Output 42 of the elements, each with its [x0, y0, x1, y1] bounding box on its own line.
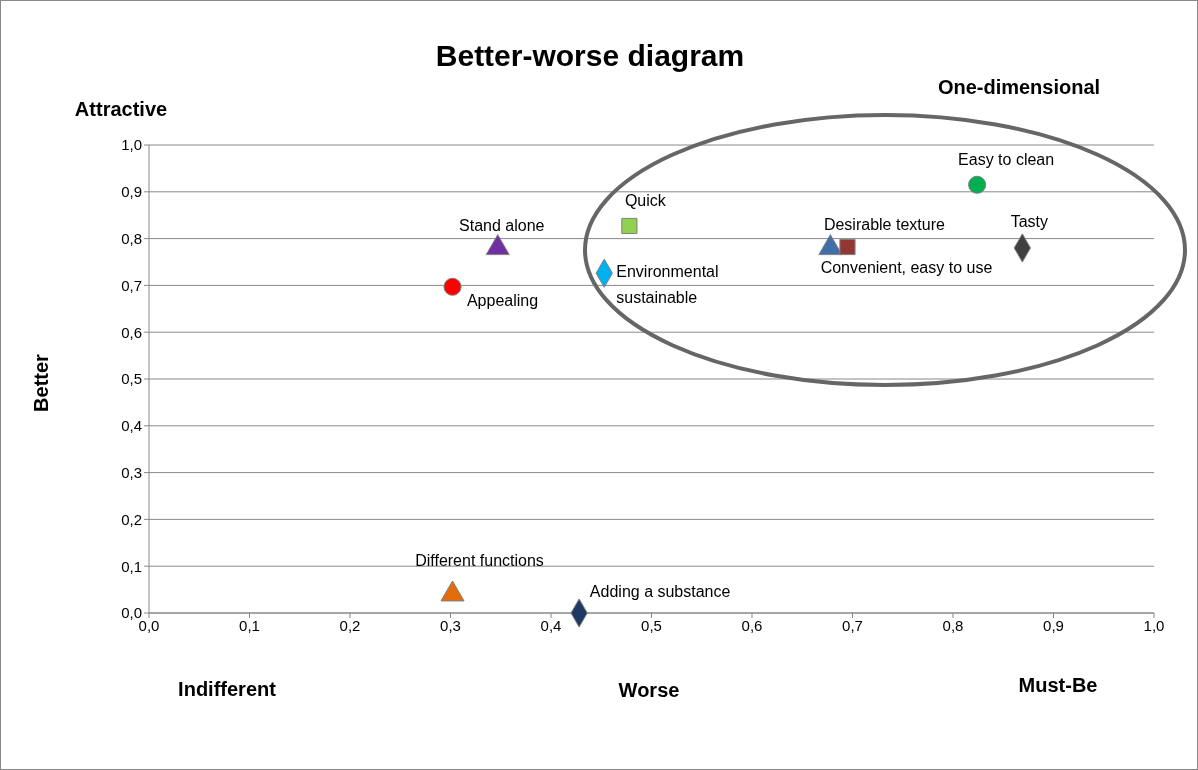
- series-label: Convenient, easy to use: [820, 259, 993, 277]
- x-tick-label: 0,2: [339, 616, 361, 634]
- y-tick-label: 0,1: [121, 557, 142, 575]
- point: [621, 217, 638, 235]
- series-label: Tasty: [1010, 213, 1049, 231]
- y-tick-label: 0,8: [121, 229, 142, 247]
- text: Different functions: [415, 552, 544, 570]
- point: [968, 175, 987, 194]
- y-tick-label: 0,4: [121, 417, 142, 435]
- x-tick-label: 0,6: [741, 616, 763, 634]
- x-axis-title: Worse: [618, 678, 680, 702]
- x-tick-label: 0,7: [842, 616, 863, 634]
- point: [839, 238, 856, 256]
- x-tick-label: 1,0: [1143, 616, 1165, 634]
- y-tick-label: 0,6: [121, 323, 142, 341]
- text: One-dimensional: [937, 75, 1101, 99]
- x-tick-label: 0,3: [440, 616, 461, 634]
- y-tick-label: 0,9: [121, 183, 142, 201]
- text: Must-Be: [1018, 673, 1098, 697]
- series-label: Quick: [624, 192, 667, 210]
- series-label: Adding a substance: [589, 583, 731, 601]
- point: [443, 277, 462, 296]
- x-tick-label: 0,5: [641, 616, 662, 634]
- series-label: Appealing: [466, 292, 539, 310]
- y-tick-label: 0,7: [121, 276, 142, 294]
- text: Indifferent: [178, 677, 276, 701]
- chart-title: Better-worse diagram: [435, 39, 745, 72]
- series-label: Stand alone: [459, 217, 545, 235]
- y-tick-label: 1,0: [121, 136, 142, 154]
- x-tick-label: 0,8: [942, 616, 964, 634]
- y-tick-label: 0,5: [121, 370, 142, 388]
- x-tick-label: 0,4: [540, 616, 562, 634]
- y-tick-label: 0,3: [121, 463, 142, 481]
- series-label: Easy to clean: [958, 151, 1055, 169]
- series-label: Desirable texture: [823, 216, 945, 234]
- x-tick-label: 0,1: [239, 616, 260, 634]
- series-label: Environmental sustainable: [616, 263, 719, 307]
- y-tick-label: 0,0: [121, 604, 142, 622]
- y-tick-label: 0,2: [121, 510, 142, 528]
- text: Attractive: [74, 97, 168, 121]
- y-axis-title: Better: [29, 354, 53, 412]
- x-tick-label: 0,9: [1043, 616, 1064, 634]
